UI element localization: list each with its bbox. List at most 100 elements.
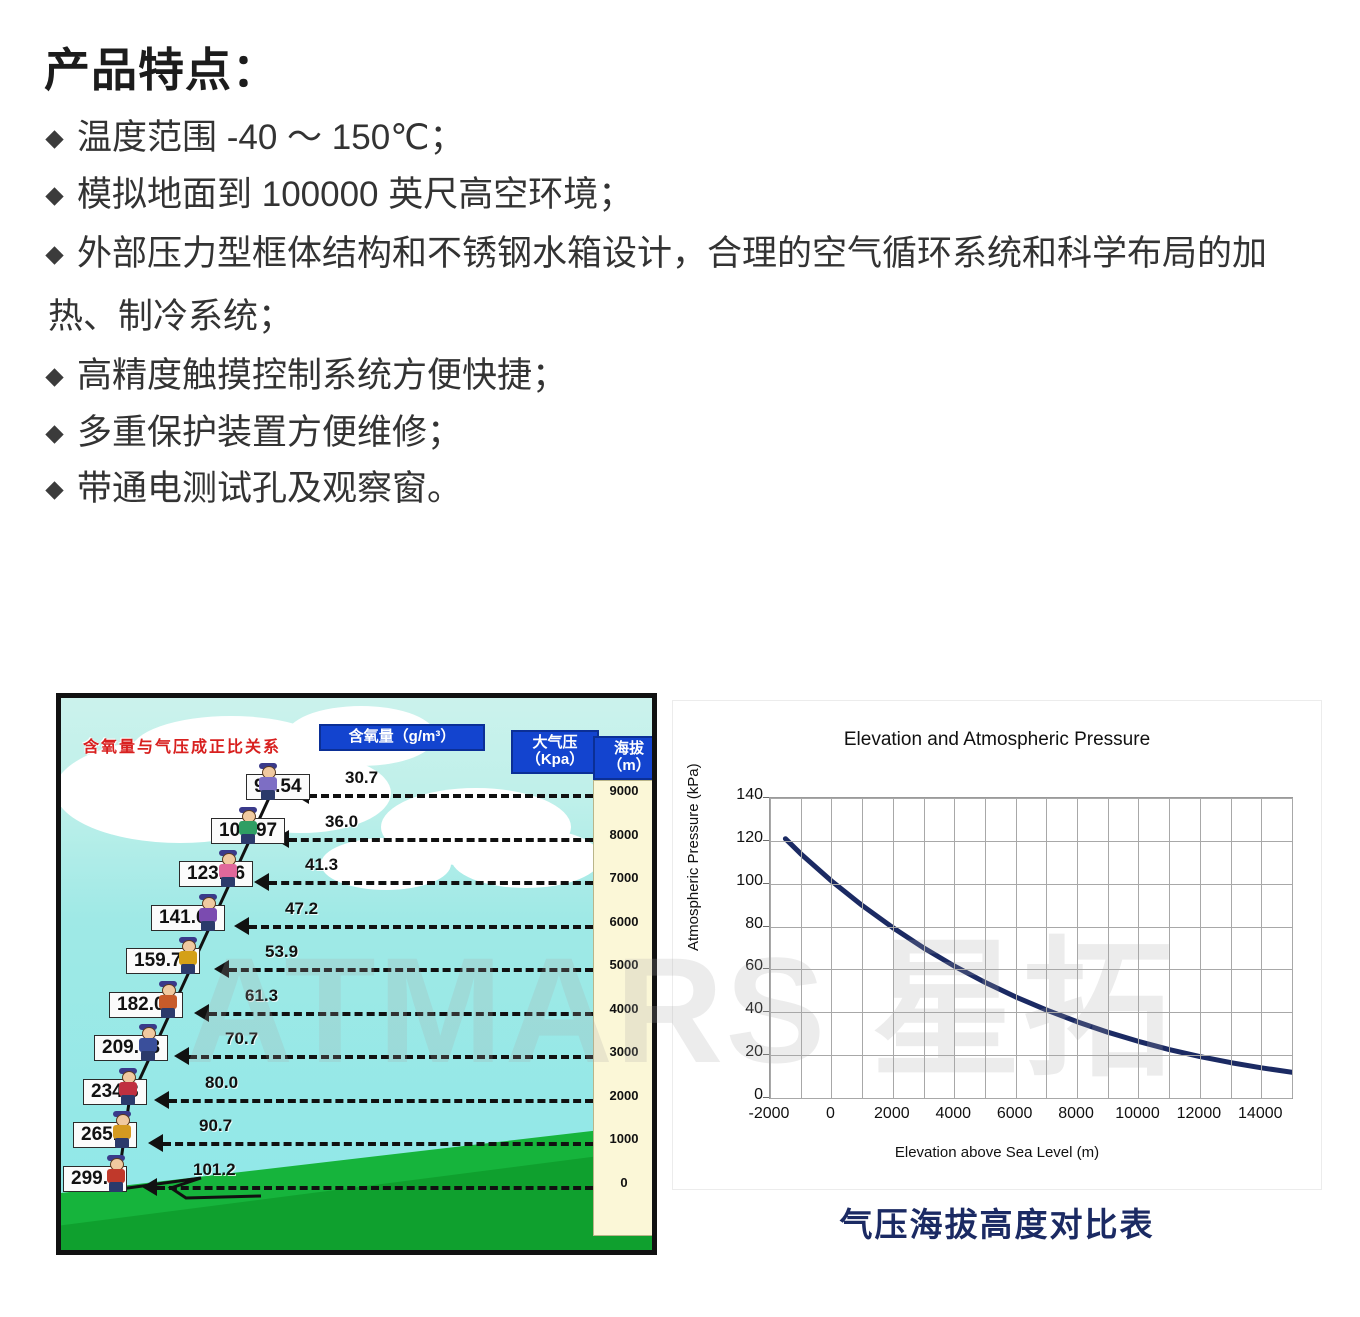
pressure-dashed-line <box>209 1011 593 1016</box>
gridline-vertical <box>800 798 802 1098</box>
oxygen-column-header: 含氧量（g/m³） <box>319 724 485 751</box>
climber-legs <box>115 1138 129 1148</box>
list-item: 温度范围 -40 ～ 150℃； <box>45 110 1360 167</box>
altitude-value: 1000 <box>609 1131 639 1146</box>
x-axis-tick-label: 12000 <box>1176 1105 1222 1122</box>
altitude-value: 9000 <box>609 783 639 798</box>
arrow-head-icon <box>174 1047 189 1065</box>
gridline-horizontal <box>770 798 1292 799</box>
climber-figure <box>255 763 281 800</box>
climber-body <box>119 1081 137 1096</box>
gridline-vertical <box>954 798 956 1098</box>
gridline-horizontal <box>770 1098 1292 1099</box>
feature-text: 多重保护装置方便维修； <box>77 412 463 452</box>
altitude-column-header: 海拔 （m） <box>593 736 652 780</box>
climber-body <box>113 1125 131 1139</box>
pressure-dashed-line <box>269 881 593 885</box>
pressure-value: 47.2 <box>285 898 319 918</box>
gridline-vertical <box>892 798 894 1098</box>
climber-figure <box>135 1024 161 1061</box>
feature-text: 模拟地面到 100000 英尺高空环境； <box>77 174 634 214</box>
gridline-vertical <box>1230 798 1232 1098</box>
arrow-head-icon <box>194 1003 209 1022</box>
gridline-vertical <box>770 798 771 1098</box>
y-axis-tick-mark <box>763 1097 769 1098</box>
x-axis-tick-label: 8000 <box>1058 1105 1094 1122</box>
pressure-dashed-line <box>309 794 593 798</box>
page-title: 产品特点： <box>44 44 279 96</box>
gridline-horizontal <box>770 926 1292 928</box>
x-axis-tick-label: -2000 <box>748 1105 790 1122</box>
gridline-horizontal <box>770 1055 1292 1057</box>
y-axis-tick-label: 120 <box>736 828 763 846</box>
pressure-dashed-line <box>157 1185 593 1190</box>
product-features-section: 产品特点： 温度范围 -40 ～ 150℃； 模拟地面到 100000 英尺高空… <box>0 0 1360 518</box>
altitude-value: 8000 <box>609 826 639 842</box>
feature-text: 温度范围 -40 ～ 150℃； <box>77 118 465 157</box>
arrow-head-icon <box>214 960 229 978</box>
y-axis-tick-mark <box>763 1054 769 1056</box>
diamond-bullet-icon <box>45 481 64 501</box>
x-axis-tick-label: 10000 <box>1115 1105 1160 1122</box>
climber-legs <box>181 964 195 974</box>
gridline-vertical <box>1138 798 1140 1098</box>
pressure-dashed-line <box>189 1055 593 1059</box>
y-axis-tick-mark <box>763 839 769 841</box>
climber-legs <box>201 920 215 931</box>
gridline-vertical <box>923 798 925 1098</box>
gridline-vertical <box>1261 798 1263 1098</box>
y-axis-tick-label: 0 <box>754 1086 763 1103</box>
list-item: 外部压力型框体结构和不锈钢水箱设计，合理的空气循环系统和科学布局的加热、制冷系统… <box>45 223 1330 348</box>
gridline-vertical <box>1199 798 1201 1098</box>
altitude-value: 7000 <box>609 870 639 885</box>
pressure-value: 30.7 <box>345 768 379 787</box>
pressure-value: 80.0 <box>205 1072 239 1092</box>
gridline-vertical <box>1046 798 1048 1098</box>
gridline-vertical <box>1015 798 1017 1098</box>
climber-legs <box>261 790 275 800</box>
pressure-dashed-line <box>229 968 593 972</box>
altitude-value: 4000 <box>609 1000 639 1016</box>
feature-text: 带通电测试孔及观察窗。 <box>77 469 463 509</box>
chart-x-axis-label: Elevation above Sea Level (m) <box>894 1144 1100 1161</box>
arrow-head-icon <box>254 873 269 891</box>
climber-figure <box>115 1067 141 1105</box>
chart-title: Elevation and Atmospheric Pressure <box>843 729 1151 750</box>
diamond-bullet-icon <box>45 368 64 387</box>
pressure-dashed-line <box>169 1098 593 1103</box>
gridline-vertical <box>1107 798 1109 1098</box>
diamond-bullet-icon <box>45 424 64 444</box>
pressure-dashed-line <box>163 1142 593 1146</box>
pressure-value: 41.3 <box>305 855 339 874</box>
climber-figure <box>103 1154 129 1192</box>
climber-legs <box>221 877 235 887</box>
list-item: 带通电测试孔及观察窗。 <box>45 461 1360 518</box>
oxygen-pressure-illustration: 含氧量与气压成正比关系 含氧量（g/m³） 大气压 （Kpa） 海拔 （m） 9… <box>56 693 657 1255</box>
y-axis-tick-label: 100 <box>736 871 763 889</box>
climber-legs <box>161 1007 175 1018</box>
diamond-bullet-icon <box>45 246 64 266</box>
gridline-horizontal <box>770 840 1292 842</box>
y-axis-tick-mark <box>763 1011 769 1013</box>
y-axis-tick-label: 80 <box>745 914 763 932</box>
climber-figure <box>155 980 181 1018</box>
climber-legs <box>109 1181 123 1192</box>
elevation-pressure-chart: Elevation and Atmospheric Pressure Atmos… <box>672 700 1322 1190</box>
altitude-scale-column: 9000 8000 7000 6000 5000 4000 3000 2000 1000 0 <box>593 780 652 1236</box>
y-axis-tick-mark <box>763 797 769 798</box>
climber-body <box>219 864 237 878</box>
x-axis-tick-label: 6000 <box>996 1105 1033 1122</box>
pressure-dashed-line <box>289 837 593 842</box>
climber-body <box>259 777 277 791</box>
climber-body <box>199 907 217 922</box>
y-axis-tick-mark <box>763 968 769 970</box>
pressure-value: 61.3 <box>245 985 279 1005</box>
climber-body <box>179 951 197 965</box>
climber-body <box>239 820 257 835</box>
climber-legs <box>121 1094 135 1105</box>
pressure-curve <box>782 836 1292 1075</box>
y-axis-tick-label: 140 <box>736 786 763 803</box>
arrow-head-icon <box>234 916 249 935</box>
list-item: 模拟地面到 100000 英尺高空环境； <box>45 167 1360 224</box>
feature-list: 温度范围 -40 ～ 150℃； 模拟地面到 100000 英尺高空环境； 外部… <box>0 110 1360 518</box>
